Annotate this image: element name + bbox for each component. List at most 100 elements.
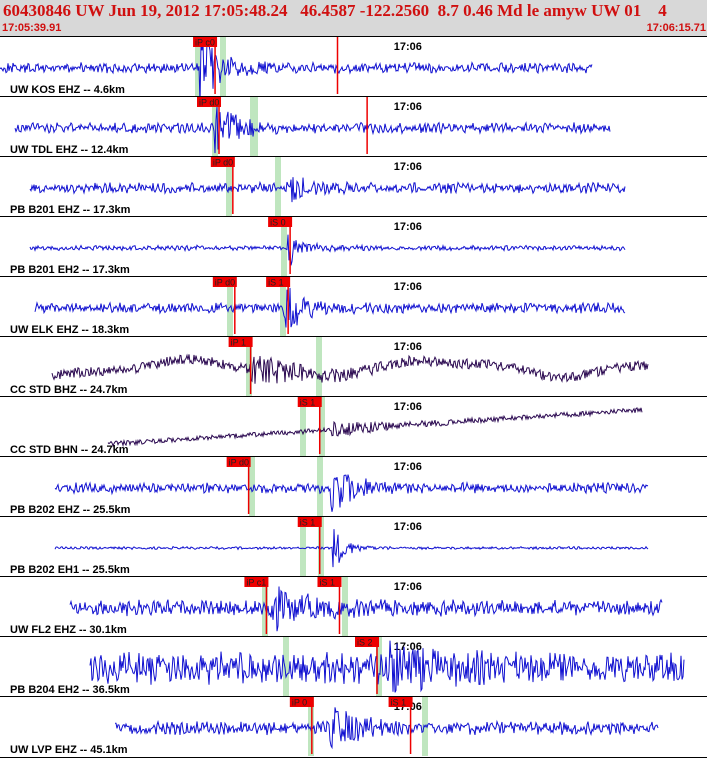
station-label: PB B201 EHZ -- 17.3km [10, 204, 131, 216]
station-label: PB B202 EHZ -- 25.5km [10, 504, 131, 516]
time-tick-label: 17:06 [394, 41, 422, 53]
pick-flag [197, 97, 222, 107]
pick-label: iS 1 [300, 518, 316, 528]
waveform-line [29, 177, 626, 203]
waveform-line [14, 106, 611, 154]
pick-window [249, 457, 255, 516]
time-tick-label: 17:06 [394, 401, 422, 413]
waveform-line [107, 407, 643, 448]
pick-window [300, 517, 306, 576]
pick-flag [193, 37, 218, 47]
station-label: PB B201 EH2 -- 17.3km [10, 264, 130, 276]
waveform-line [51, 353, 649, 384]
time-tick-label: 17:06 [394, 221, 422, 233]
pick-window [246, 337, 252, 396]
pick-window [220, 37, 226, 96]
pick-window [318, 517, 324, 576]
trace-row: 17:06 iS 1 CC STD BHN -- 24.7km [0, 396, 707, 456]
pick-label: iS 1 [268, 278, 284, 288]
trace-row: 17:06 iS 2 PB B204 EH2 -- 36.5km [0, 636, 707, 696]
pick-window [226, 157, 232, 216]
station-label: UW FL2 EHZ -- 30.1km [10, 624, 127, 636]
trace-row: 17:06 iP d0 PB B201 EHZ -- 17.3km [0, 156, 707, 216]
trace-row: 17:06 iS 1 PB B202 EH1 -- 25.5km [0, 516, 707, 576]
station-label: UW ELK EHZ -- 18.3km [10, 324, 129, 336]
pick-flag [210, 157, 235, 167]
station-label: PB B204 EH2 -- 36.5km [10, 684, 130, 696]
pick-window [376, 637, 382, 696]
pick-flag [297, 397, 322, 407]
trace-row: 17:06 iP 1 CC STD BHZ -- 24.7km [0, 336, 707, 396]
time-tick-label: 17:06 [394, 341, 422, 353]
pick-label: iP 0 [292, 698, 307, 708]
start-time: 17:05:39.91 [2, 22, 62, 34]
station-label: PB B202 EH1 -- 25.5km [10, 564, 130, 576]
pick-label: iP c1 [246, 578, 266, 588]
time-tick-label: 17:06 [394, 461, 422, 473]
seismogram-plot: 17:06 iP c0 UW KOS EHZ -- 4.6km 17:06 iP d0 U… [0, 36, 707, 758]
time-tick-label: 17:06 [394, 641, 422, 653]
pick-label: iS 2 [357, 638, 373, 648]
pick-window [308, 697, 314, 756]
pick-flag [228, 337, 253, 347]
pick-window [281, 217, 287, 276]
pick-flag [244, 577, 269, 587]
pick-window [250, 97, 258, 156]
station-label: UW KOS EHZ -- 4.6km [10, 84, 125, 96]
pick-label: iP 1 [231, 338, 246, 348]
pick-label: iP d0 [229, 458, 249, 468]
pick-window [300, 397, 306, 456]
end-time: 17:06:15.71 [646, 22, 706, 34]
pick-flag [266, 277, 291, 287]
pick-flag [289, 697, 314, 707]
trace-row: 17:06 iP d0 iS 1 UW ELK EHZ -- 18.3km [0, 276, 707, 336]
time-tick-label: 17:06 [394, 281, 422, 293]
pick-flag [297, 517, 322, 527]
pick-flag [212, 277, 237, 287]
pick-flag [355, 637, 380, 647]
station-label: UW LVP EHZ -- 45.1km [10, 744, 128, 756]
time-tick-label: 17:06 [394, 581, 422, 593]
header-bar: 60430846 UW Jun 19, 2012 17:05:48.24 46.… [0, 0, 707, 36]
waveform-line [54, 474, 649, 512]
trace-row: 17:06 iP d0 UW TDL EHZ -- 12.4km [0, 96, 707, 156]
pick-flag [268, 217, 293, 227]
station-label: CC STD BHN -- 24.7km [10, 444, 129, 456]
time-tick-label: 17:06 [394, 521, 422, 533]
waveform-line [54, 529, 649, 568]
waveform-line [69, 586, 663, 632]
trace-row: 17:06 iP c1 iS 1 UW FL2 EHZ -- 30.1km [0, 576, 707, 636]
pick-window [283, 637, 289, 696]
pick-window [280, 277, 286, 336]
pick-window [317, 457, 323, 516]
pick-window [275, 157, 281, 216]
pick-window [212, 97, 218, 156]
pick-label: iS 0 [270, 218, 286, 228]
pick-window [316, 337, 322, 396]
waveform-line [0, 41, 593, 105]
pick-label: iS 1 [300, 398, 316, 408]
trace-row: 17:06 iP c0 UW KOS EHZ -- 4.6km [0, 36, 707, 105]
pick-flag [317, 577, 342, 587]
station-label: CC STD BHZ -- 24.7km [10, 384, 128, 396]
trace-row: 17:06 iP d0 PB B202 EHZ -- 25.5km [0, 456, 707, 516]
pick-label: iS 1 [391, 698, 407, 708]
waveform-line [29, 234, 626, 266]
waveform-line [89, 640, 685, 693]
pick-label: iP d0 [215, 278, 235, 288]
pick-flag [226, 457, 251, 467]
pick-flag [388, 697, 413, 707]
station-label: UW TDL EHZ -- 12.4km [10, 144, 129, 156]
time-tick-label: 17:06 [394, 101, 422, 113]
pick-label: iP d0 [199, 98, 219, 108]
pick-label: iS 1 [319, 578, 335, 588]
time-tick-label: 17:06 [394, 161, 422, 173]
event-title: 60430846 UW Jun 19, 2012 17:05:48.24 46.… [3, 1, 667, 20]
waveform-line [34, 287, 626, 328]
waveform-line [115, 707, 659, 750]
pick-label: iP d0 [213, 158, 233, 168]
trace-row: 17:06 iS 0 PB B201 EH2 -- 17.3km [0, 216, 707, 276]
pick-window [319, 397, 325, 456]
pick-label: iP c0 [195, 38, 215, 48]
